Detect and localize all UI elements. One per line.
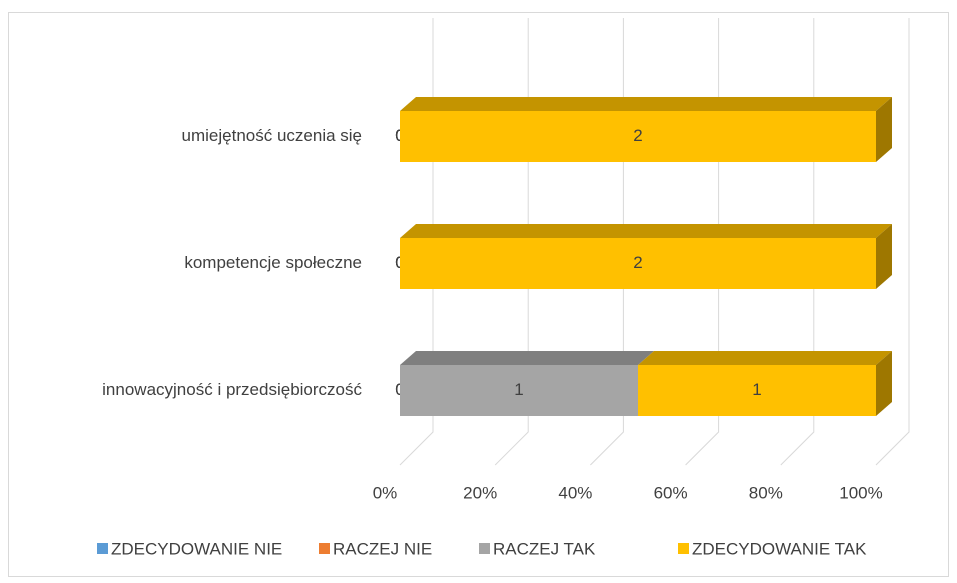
data-label: 1	[752, 380, 761, 399]
category-label: innowacyjność i przedsiębiorczość	[102, 380, 362, 399]
bar-front	[400, 238, 876, 289]
data-label: 2	[633, 126, 642, 145]
category-label: umiejętność uczenia się	[182, 126, 362, 145]
bar-top	[400, 351, 654, 365]
bar-top	[638, 351, 892, 365]
legend-swatch	[97, 543, 108, 554]
data-label: 2	[633, 253, 642, 272]
legend-label: ZDECYDOWANIE NIE	[111, 539, 282, 558]
bar-segment	[638, 351, 892, 416]
bar-front	[638, 365, 876, 416]
x-tick-label: 0%	[373, 483, 398, 502]
bar-segment	[400, 224, 892, 289]
x-tick-label: 100%	[839, 483, 882, 502]
bar-side	[876, 224, 892, 289]
legend-label: RACZEJ NIE	[333, 539, 432, 558]
grid-line	[875, 18, 910, 466]
bar-top	[400, 224, 892, 238]
data-label: 1	[514, 380, 523, 399]
bar-side	[876, 97, 892, 162]
legend-swatch	[678, 543, 689, 554]
x-tick-label: 80%	[749, 483, 783, 502]
legend-swatch	[479, 543, 490, 554]
bar-top	[400, 97, 892, 111]
bar-front	[400, 365, 638, 416]
legend-swatch	[319, 543, 330, 554]
legend-label: ZDECYDOWANIE TAK	[692, 539, 867, 558]
bar-segment	[400, 97, 892, 162]
bar-side	[876, 351, 892, 416]
x-tick-label: 40%	[558, 483, 592, 502]
bar-front	[400, 111, 876, 162]
legend-label: RACZEJ TAK	[493, 539, 596, 558]
bar-segment	[400, 351, 654, 416]
x-tick-label: 20%	[463, 483, 497, 502]
category-label: kompetencje społeczne	[184, 253, 362, 272]
x-tick-label: 60%	[654, 483, 688, 502]
